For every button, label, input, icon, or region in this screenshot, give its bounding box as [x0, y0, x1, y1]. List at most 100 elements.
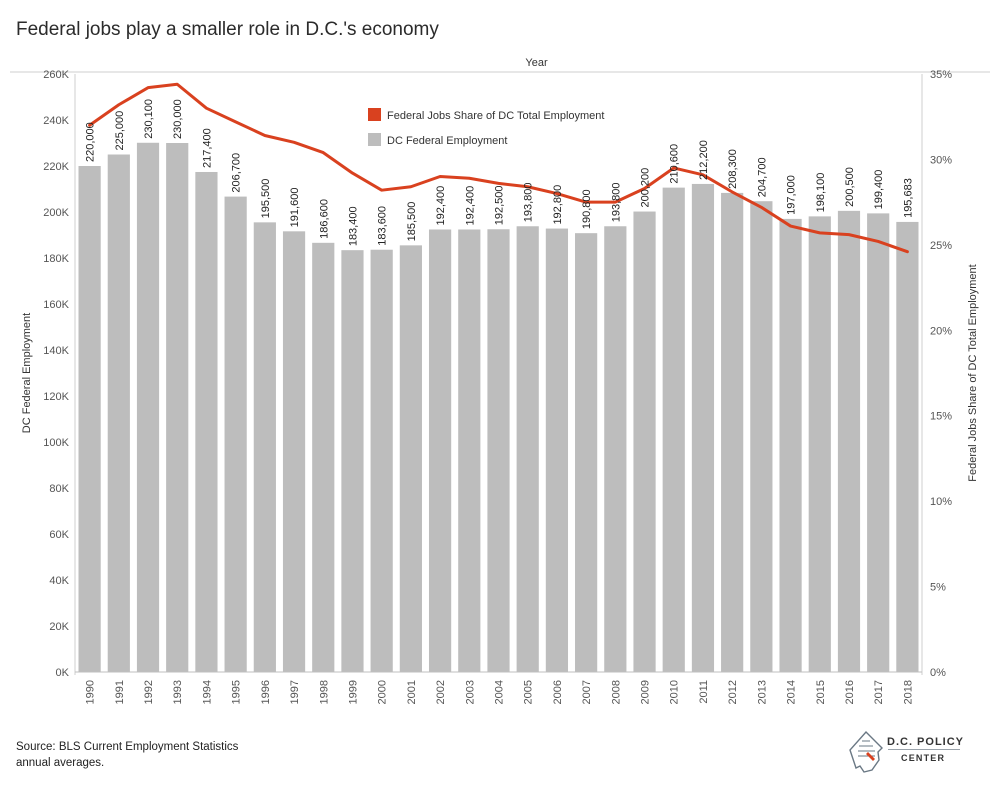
axes: Year 0K 20K 40K 60K 80K 100K 120K 140K 160K 180K 20…	[10, 57, 990, 704]
bar-value-label: 186,600	[318, 199, 330, 239]
y2-tick-label: 20%	[930, 325, 952, 337]
bar-value-label: 204,700	[756, 157, 768, 197]
share-point	[235, 121, 237, 123]
source-line-1: Source: BLS Current Employment Statistic…	[16, 741, 239, 753]
bar-value-label: 185,500	[406, 202, 418, 242]
y2-axis-title: Federal Jobs Share of DC Total Employmen…	[967, 264, 979, 481]
x-tick-label: 2014	[786, 680, 798, 704]
x-tick-label: 2012	[727, 680, 739, 704]
legend-swatch-line	[368, 108, 381, 121]
y2-tick-label: 15%	[930, 411, 952, 423]
bar-value-label: 193,800	[523, 182, 535, 222]
share-point	[498, 182, 499, 184]
share-point	[731, 191, 733, 193]
share-point	[468, 177, 470, 179]
x-tick-label: 1993	[172, 680, 184, 704]
x-tick-label: 2001	[406, 680, 418, 704]
share-point	[410, 186, 412, 188]
share-point	[205, 107, 207, 109]
y-axis-title: DC Federal Employment	[21, 313, 33, 433]
share-point	[614, 201, 616, 203]
bar	[166, 143, 189, 672]
bar-value-label: 210,600	[669, 144, 681, 184]
bar-value-label: 193,800	[610, 182, 622, 222]
bar-value-label: 198,100	[815, 173, 827, 213]
y2-tick-label: 35%	[930, 69, 952, 81]
share-point	[585, 201, 587, 203]
bar-value-label: 206,700	[231, 153, 243, 193]
bar-value-label: 199,400	[873, 170, 885, 210]
bar	[107, 154, 130, 672]
x-tick-label: 2013	[756, 680, 768, 704]
line-series	[88, 82, 909, 254]
share-point	[147, 87, 149, 89]
bar	[575, 233, 598, 672]
share-point	[877, 240, 879, 242]
y2-tick-label: 10%	[930, 496, 952, 508]
bar	[750, 201, 773, 672]
y-tick-label: 80K	[49, 483, 69, 495]
y-tick-label: 180K	[43, 253, 69, 265]
legend-label-line: Federal Jobs Share of DC Total Employmen…	[387, 110, 604, 122]
legend-swatch-bar	[368, 133, 381, 146]
share-point	[89, 124, 91, 126]
bar	[867, 213, 890, 672]
share-point	[760, 206, 762, 208]
bar	[837, 210, 861, 672]
bar-value-label: 190,800	[581, 189, 593, 229]
bar-value-label: 200,500	[844, 167, 856, 207]
y-tick-label: 160K	[43, 299, 69, 311]
legend: Federal Jobs Share of DC Total Employmen…	[368, 108, 604, 147]
share-point	[673, 167, 675, 169]
x-tick-label: 2011	[698, 680, 710, 704]
bar	[458, 229, 481, 673]
share-point	[381, 189, 383, 191]
x-tick-label: 1999	[347, 680, 359, 704]
bar-value-label: 197,000	[786, 175, 798, 215]
bar	[370, 249, 393, 672]
bar-value-label: 225,000	[114, 111, 126, 151]
share-point	[264, 135, 266, 137]
bar	[136, 142, 160, 672]
x-tick-label: 1998	[318, 680, 330, 704]
bar-value-label: 220,000	[85, 122, 97, 162]
x-tick-label: 2015	[815, 680, 827, 704]
bar	[312, 242, 335, 672]
bar-value-label: 195,500	[260, 179, 272, 219]
source-line-2: annual averages.	[16, 757, 105, 769]
bar-value-label: 191,600	[289, 188, 301, 228]
share-point	[906, 251, 908, 253]
bar-value-label: 200,200	[640, 168, 652, 208]
x-tick-label: 2016	[844, 680, 856, 704]
x-tick-label: 2006	[552, 680, 564, 704]
x-tick-label: 2010	[669, 680, 681, 704]
bar	[282, 231, 306, 672]
source-note: Source: BLS Current Employment Statistic…	[16, 739, 238, 771]
logo-text-line-1: D.C. POLICY	[887, 736, 965, 748]
bar	[399, 245, 422, 672]
x-tick-label: 2009	[640, 680, 652, 704]
share-point	[790, 225, 792, 227]
y-tick-label: 20K	[49, 621, 69, 633]
bar-value-label: 192,500	[494, 185, 506, 225]
share-point	[556, 193, 558, 195]
bar	[341, 250, 364, 672]
bar-value-label: 217,400	[201, 128, 213, 168]
x-tick-label: 1990	[85, 680, 97, 704]
share-point	[176, 83, 178, 85]
bar-value-label: 212,200	[698, 140, 710, 180]
bar	[691, 183, 715, 672]
x-tick-label: 2005	[523, 680, 535, 704]
y2-tick-label: 0%	[930, 667, 946, 679]
x-tick-label: 2017	[873, 680, 885, 704]
x-tick-label: 1992	[143, 680, 155, 704]
share-point	[819, 232, 821, 234]
x-tick-label: 2003	[464, 680, 476, 704]
y-tick-label: 220K	[43, 161, 69, 173]
share-point	[527, 186, 529, 188]
bar	[516, 226, 539, 672]
bar-value-label: 230,100	[143, 99, 155, 139]
x-tick-label: 2008	[610, 680, 622, 704]
y2-tick-label: 5%	[930, 582, 946, 594]
